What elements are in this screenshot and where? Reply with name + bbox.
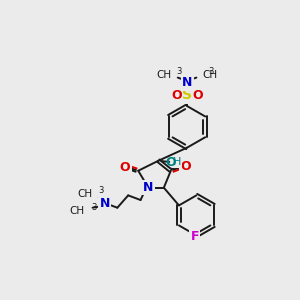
Text: 3: 3: [98, 186, 103, 195]
Text: N: N: [143, 181, 154, 194]
Text: S: S: [182, 88, 192, 102]
Text: H: H: [173, 157, 181, 167]
Text: O: O: [180, 160, 191, 173]
Text: CH: CH: [77, 189, 92, 199]
Text: O: O: [193, 89, 203, 102]
Text: 3: 3: [209, 67, 214, 76]
Text: 3: 3: [176, 67, 182, 76]
Text: CH: CH: [157, 70, 172, 80]
Text: N: N: [100, 196, 110, 210]
Text: N: N: [182, 76, 192, 89]
Text: 3: 3: [91, 203, 96, 212]
Text: F: F: [190, 230, 199, 244]
Text: O: O: [120, 161, 130, 174]
Text: O: O: [171, 89, 181, 102]
Text: O: O: [166, 156, 176, 169]
Text: CH: CH: [70, 206, 85, 216]
Text: CH: CH: [202, 70, 218, 80]
